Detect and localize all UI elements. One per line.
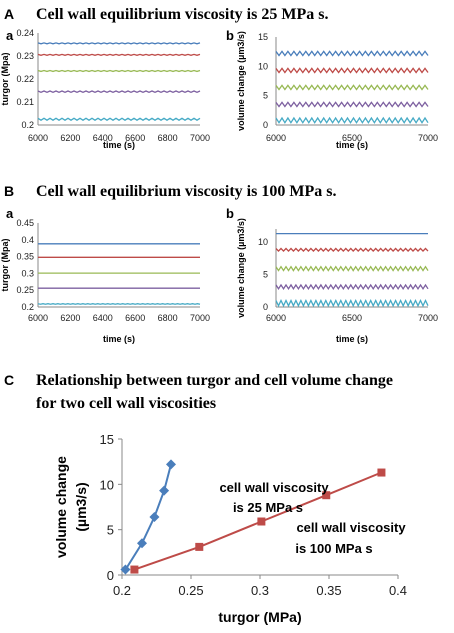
chart-bb-x-tick-label: 7000 [418,313,438,323]
chart-ba-x-tick-label: 6600 [125,313,145,323]
chart-ab-y-tick-label: 10 [258,61,268,71]
chart-c-series-1-point [165,459,176,470]
chart-bb-series-2-line [275,247,429,253]
chart-ba-x-tick-label: 6000 [28,313,48,323]
chart-c-series-1-point [137,538,148,549]
chart-aa-x-tick-label: 6600 [125,133,145,143]
chart-c-y-tick-label: 5 [107,523,114,538]
section-a-letter: A [4,6,14,22]
chart-ba-y-tick-label: 0.25 [16,285,34,295]
chart-ba-y-axis-label: turgor (Mpa) [0,239,10,292]
chart-bb-y-tick-label: 5 [263,270,268,280]
chart-bb-y-axis-label: volume change (µm3/s) [236,218,246,318]
chart-c-series-1-line [124,464,172,571]
chart-c-series-2-point [257,517,266,526]
chart-c-series-1-point [120,564,131,575]
chart-aa-x-tick-label: 7000 [190,133,210,143]
chart-c-x-tick-label: 0.4 [389,583,407,598]
chart-ab-y-tick-label: 0 [263,120,268,130]
chart-aa-series-4-line [37,90,201,94]
chart-c-y-tick-label: 15 [100,432,114,447]
chart-ba-y-tick-label: 0.3 [21,268,34,278]
chart-ab-y-tick-label: 15 [258,32,268,42]
chart-c-y-tick-label: 0 [107,568,114,583]
section-c-title-line2: for two cell wall viscosities [36,395,216,412]
chart-ab-x-tick-label: 7000 [418,133,438,143]
chart-aa-y-tick-label: 0.2 [21,120,34,130]
chart-ba-x-tick-label: 7000 [190,313,210,323]
chart-aa-series-3-line [37,69,201,73]
charts-layer: 0.2 0.21 0.22 0.23 0.24 6000 6200 6400 6600 6800 7… [0,28,438,625]
panel-bb-letter: b [226,206,234,221]
chart-aa-y-tick-label: 0.21 [16,97,34,107]
chart-bb-y-tick-label: 0 [263,302,268,312]
section-c-title-line1: Relationship between turgor and cell vol… [36,372,393,389]
chart-ba-y-tick-label: 0.45 [16,218,34,228]
chart-ba-x-tick-label: 6200 [60,313,80,323]
chart-aa-x-tick-label: 6200 [60,133,80,143]
chart-bb-x-axis-label: time (s) [336,334,368,344]
chart-aa-series-5-line [37,117,201,121]
chart-ba-x-tick-label: 6400 [93,313,113,323]
chart-c-annotation-25-line1: cell wall viscosity [219,480,329,495]
section-c-letter: C [4,372,14,388]
chart-c-annotation-25-line2: is 25 MPa s [233,500,303,515]
chart-ab-series-2-line [275,67,429,74]
chart-bb-x-tick-label: 6500 [342,313,362,323]
chart-ab-y-axis-label: volume change (µm3/s) [236,31,246,131]
chart-aa-y-tick-label: 0.24 [16,28,34,38]
panel-ab-letter: b [226,28,234,43]
chart-ba-y-tick-label: 0.35 [16,252,34,262]
chart-c-x-tick-label: 0.3 [251,583,269,598]
section-b-letter: B [4,183,14,199]
chart-c-series-2-point [195,542,204,551]
chart-ab-y-tick-label: 5 [263,91,268,101]
chart-aa-y-tick-label: 0.22 [16,74,34,84]
chart-c-annotation-100-line1: cell wall viscosity [296,520,406,535]
chart-ab-series-5-line [275,116,429,124]
chart-bb-series-3-line [275,265,429,272]
chart-ab-series-1-line [275,50,429,57]
chart-aa-x-axis-label: time (s) [103,140,135,150]
chart-c-series-1-point [159,485,170,496]
chart-aa-y-axis-label: turgor (Mpa) [0,53,10,106]
chart-c-y-axis-label-line2: (µm3/s) [73,482,89,531]
chart-c-series-1-point [149,511,160,522]
chart-bb-series-4-line [275,283,429,291]
chart-aa-series-1-line [37,42,201,45]
chart-c-x-tick-label: 0.25 [178,583,203,598]
chart-c-y-tick-label: 10 [100,477,114,492]
chart-c-series-2-point [130,565,139,574]
chart-ba-x-axis-label: time (s) [103,334,135,344]
chart-ab-series-4-line [275,101,429,108]
chart-c-y-axis-label-line1: volume change [53,456,69,558]
chart-c-annotation-100-line2: is 100 MPa s [295,541,372,556]
chart-ba-y-tick-label: 0.4 [21,235,34,245]
chart-ab-x-axis-label: time (s) [336,140,368,150]
chart-aa-x-tick-label: 6000 [28,133,48,143]
chart-ba-series-5-line [37,303,201,305]
chart-ba-x-tick-label: 6800 [158,313,178,323]
chart-ab-series-3-line [275,84,429,91]
section-a-title: Cell wall equilibrium viscosity is 25 MP… [36,6,328,23]
chart-ab-x-tick-label: 6500 [342,133,362,143]
section-b-title: Cell wall equilibrium viscosity is 100 M… [36,183,336,200]
chart-aa-series-2-line [37,53,201,56]
chart-c-series-2-point [377,468,386,477]
chart-aa-x-tick-label: 6800 [158,133,178,143]
chart-c-x-tick-label: 0.2 [113,583,131,598]
panel-ba-letter: a [6,206,14,221]
chart-c-x-tick-label: 0.35 [316,583,341,598]
chart-aa-y-tick-label: 0.23 [16,51,34,61]
chart-ab-x-tick-label: 6000 [266,133,286,143]
chart-c-series-2-point [322,491,331,500]
chart-bb-x-tick-label: 6000 [266,313,286,323]
chart-aa-x-tick-label: 6400 [93,133,113,143]
panel-aa-letter: a [6,28,14,43]
chart-bb-series-5-line [275,298,429,308]
chart-bb-y-tick-label: 10 [258,237,268,247]
chart-ba-y-tick-label: 0.2 [21,302,34,312]
chart-c-x-axis-label: turgor (MPa) [218,609,301,625]
